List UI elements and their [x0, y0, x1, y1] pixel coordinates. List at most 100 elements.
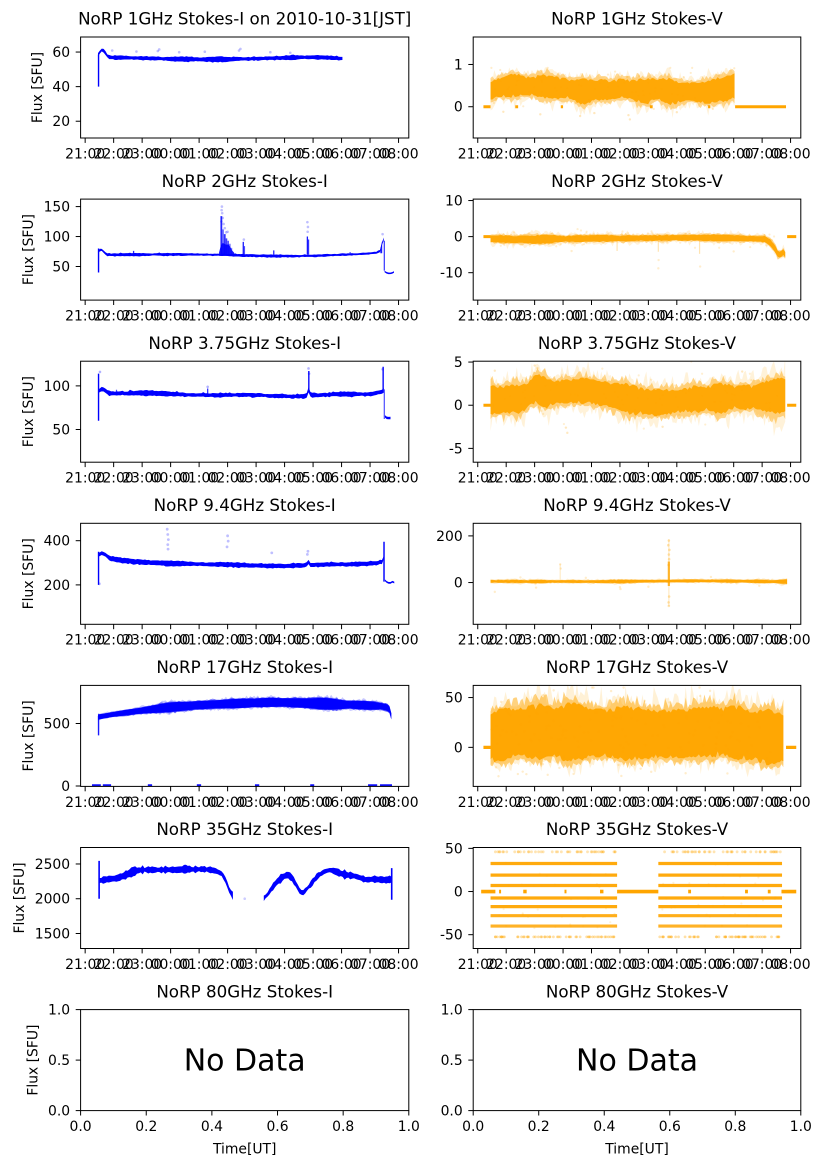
x-tick-label: 21:00 — [458, 633, 498, 649]
series-dot — [727, 748, 730, 751]
series-dot — [601, 367, 604, 370]
series-dot — [206, 385, 209, 389]
series-dot — [734, 935, 738, 939]
series-dot — [528, 90, 531, 94]
y-tick-label: 50 — [52, 422, 70, 438]
series-dot — [618, 586, 622, 589]
series-dot — [685, 715, 688, 718]
series-dot — [519, 97, 522, 100]
series-dot — [740, 754, 743, 757]
series-dot — [564, 764, 568, 767]
x-tick-label: 03:00 — [236, 471, 276, 487]
series-dot — [699, 386, 702, 389]
x-tick-label: 22:00 — [94, 633, 134, 649]
series-dot — [538, 738, 541, 742]
series-dot — [306, 220, 309, 224]
series-dot — [729, 913, 732, 917]
series-dot — [668, 874, 671, 877]
series-dot — [620, 715, 623, 718]
y-tick-label: 50 — [52, 259, 70, 275]
series-dot — [564, 736, 567, 740]
series-dot — [728, 387, 732, 390]
series-dot — [626, 393, 629, 396]
series-dot — [712, 759, 715, 762]
panel-title: NoRP 9.4GHz Stokes-I — [154, 495, 336, 515]
series-dot — [572, 772, 575, 776]
x-tick-label: 08:00 — [771, 309, 811, 325]
series-band — [99, 864, 233, 901]
x-tick-label: 01:00 — [571, 957, 611, 973]
series-dot — [713, 400, 716, 403]
panel-title: NoRP 2GHz Stokes-V — [551, 171, 723, 191]
series-dot — [627, 232, 630, 235]
x-tick-label: 04:00 — [657, 795, 697, 811]
series-dot — [567, 935, 571, 939]
x-tick-label: 06:00 — [322, 957, 362, 973]
series-dot — [598, 81, 602, 85]
series-dot — [517, 850, 520, 854]
series-dot — [701, 372, 704, 375]
series-dot — [689, 71, 692, 75]
series-dot — [724, 935, 727, 939]
x-tick-label: 0.8 — [332, 1119, 354, 1135]
y-tick-label: 0 — [61, 779, 70, 795]
panel-7: 21:0022:0023:0000:0001:0002:0003:0004:00… — [436, 495, 810, 649]
series-dot — [528, 232, 531, 235]
series-dot — [570, 249, 573, 253]
series-dot — [729, 735, 733, 738]
series-dot — [619, 587, 622, 591]
series-dot — [678, 413, 681, 416]
series-dot — [611, 756, 615, 760]
series-dot — [545, 728, 548, 731]
series-dot — [608, 935, 612, 939]
series-dot — [495, 742, 499, 746]
series-dot — [759, 935, 762, 939]
series-dot — [668, 548, 671, 552]
series-dot — [609, 689, 613, 693]
series-dot — [741, 850, 744, 854]
series-dot — [743, 399, 746, 403]
series-dot — [768, 233, 771, 236]
series-dot — [662, 234, 665, 238]
series-dot — [566, 87, 569, 90]
series-dot — [723, 883, 726, 886]
series-dot — [714, 401, 717, 404]
series-dot — [667, 553, 671, 556]
series-dot — [703, 850, 707, 854]
x-tick-label: 0.2 — [528, 1119, 550, 1135]
series-dot — [716, 101, 719, 104]
series-dot — [728, 241, 731, 244]
series-dot — [566, 431, 569, 435]
series-band — [263, 867, 392, 902]
series-dot — [243, 897, 246, 901]
x-tick-label: 08:00 — [771, 957, 811, 973]
series-dot — [720, 713, 723, 717]
series-dot — [493, 369, 497, 372]
x-tick-label: 01:00 — [571, 471, 611, 487]
series-dot — [177, 50, 181, 54]
x-tick-label: 07:00 — [742, 309, 782, 325]
series-dot — [729, 721, 733, 725]
x-tick-label: 22:00 — [486, 309, 526, 325]
series-dot — [750, 744, 753, 747]
series-dot — [715, 736, 718, 739]
x-tick-label: 01:00 — [179, 471, 219, 487]
series-dot — [542, 693, 545, 697]
x-tick-label: 01:00 — [179, 309, 219, 325]
x-tick-label: 21:00 — [458, 957, 498, 973]
series-dot — [694, 96, 697, 99]
series-dot — [658, 935, 662, 939]
series-dot — [580, 84, 583, 87]
y-tick-label: 60 — [52, 45, 70, 61]
series-dot — [667, 601, 670, 604]
y-tick-label: 200 — [44, 578, 71, 594]
series-dot — [614, 234, 617, 237]
x-tick-label: 23:00 — [515, 146, 555, 162]
x-tick-label: 23:00 — [122, 795, 162, 811]
series-dot — [288, 51, 292, 55]
series-dot — [493, 935, 497, 939]
series-dot — [746, 750, 749, 753]
panel-title: NoRP 80GHz Stokes-V — [546, 981, 729, 1001]
series-dot — [757, 862, 760, 866]
